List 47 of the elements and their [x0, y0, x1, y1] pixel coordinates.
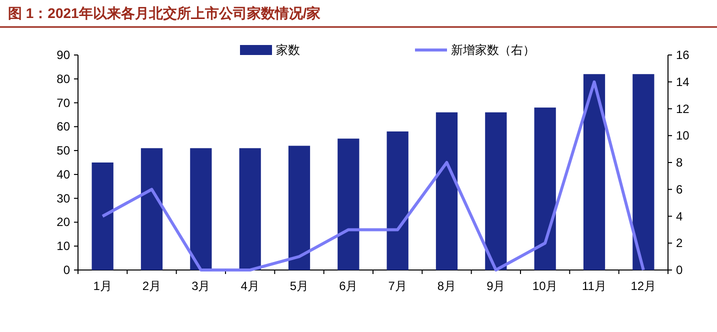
- x-tick-label: 2月: [142, 279, 162, 293]
- x-tick-label: 8月: [437, 279, 456, 293]
- bar: [534, 108, 556, 270]
- y2-tick-label: 0: [676, 263, 683, 277]
- x-tick-label: 4月: [240, 279, 260, 293]
- line-series: [101, 80, 645, 272]
- x-tick-label: 9月: [486, 279, 506, 293]
- bar: [92, 162, 114, 270]
- y-tick-label: 70: [56, 96, 70, 110]
- x-tick-label: 10月: [532, 279, 558, 293]
- y-tick-label: 30: [56, 191, 70, 206]
- y-tick-label: 90: [56, 48, 70, 62]
- bar: [288, 146, 310, 270]
- x-tick-label: 1月: [93, 279, 112, 293]
- x-tick-label: 11月: [582, 279, 606, 293]
- y2-tick-label: 4: [676, 209, 683, 224]
- y2-tick-label: 2: [676, 236, 683, 250]
- bar: [583, 74, 606, 270]
- chart-title: 图 1：2021年以来各月北交所上市公司家数情况/家: [8, 5, 321, 21]
- y-tick-label: 20: [56, 215, 70, 230]
- y-tick-label: 0: [63, 263, 70, 277]
- bar: [338, 138, 360, 270]
- x-tick-label: 12月: [630, 279, 656, 293]
- x-tick-label: 6月: [339, 279, 358, 293]
- bar: [239, 148, 261, 270]
- y2-tick-label: 14: [676, 74, 690, 89]
- y-tick-label: 40: [56, 167, 70, 182]
- bar: [386, 131, 408, 270]
- bar: [485, 112, 507, 270]
- bar: [632, 74, 654, 270]
- bar: [140, 148, 163, 270]
- y2-tick-label: 12: [676, 102, 690, 116]
- y-tick-label: 50: [56, 144, 70, 158]
- x-tick-label: 5月: [290, 279, 309, 293]
- x-tick-label: 7月: [388, 279, 407, 293]
- legend-label: 家数: [276, 43, 300, 57]
- y-tick-label: 10: [56, 239, 70, 254]
- x-tick-label: 3月: [192, 279, 210, 293]
- y-tick-label: 80: [56, 72, 70, 86]
- y2-tick-label: 16: [676, 48, 690, 62]
- y2-tick-label: 6: [676, 182, 683, 196]
- bar: [436, 112, 458, 270]
- y2-tick-label: 10: [676, 128, 690, 143]
- legend-label: 新增家数（右）: [451, 43, 535, 57]
- y2-tick-label: 8: [676, 156, 683, 170]
- bar: [190, 148, 212, 270]
- y-tick-label: 60: [56, 120, 70, 134]
